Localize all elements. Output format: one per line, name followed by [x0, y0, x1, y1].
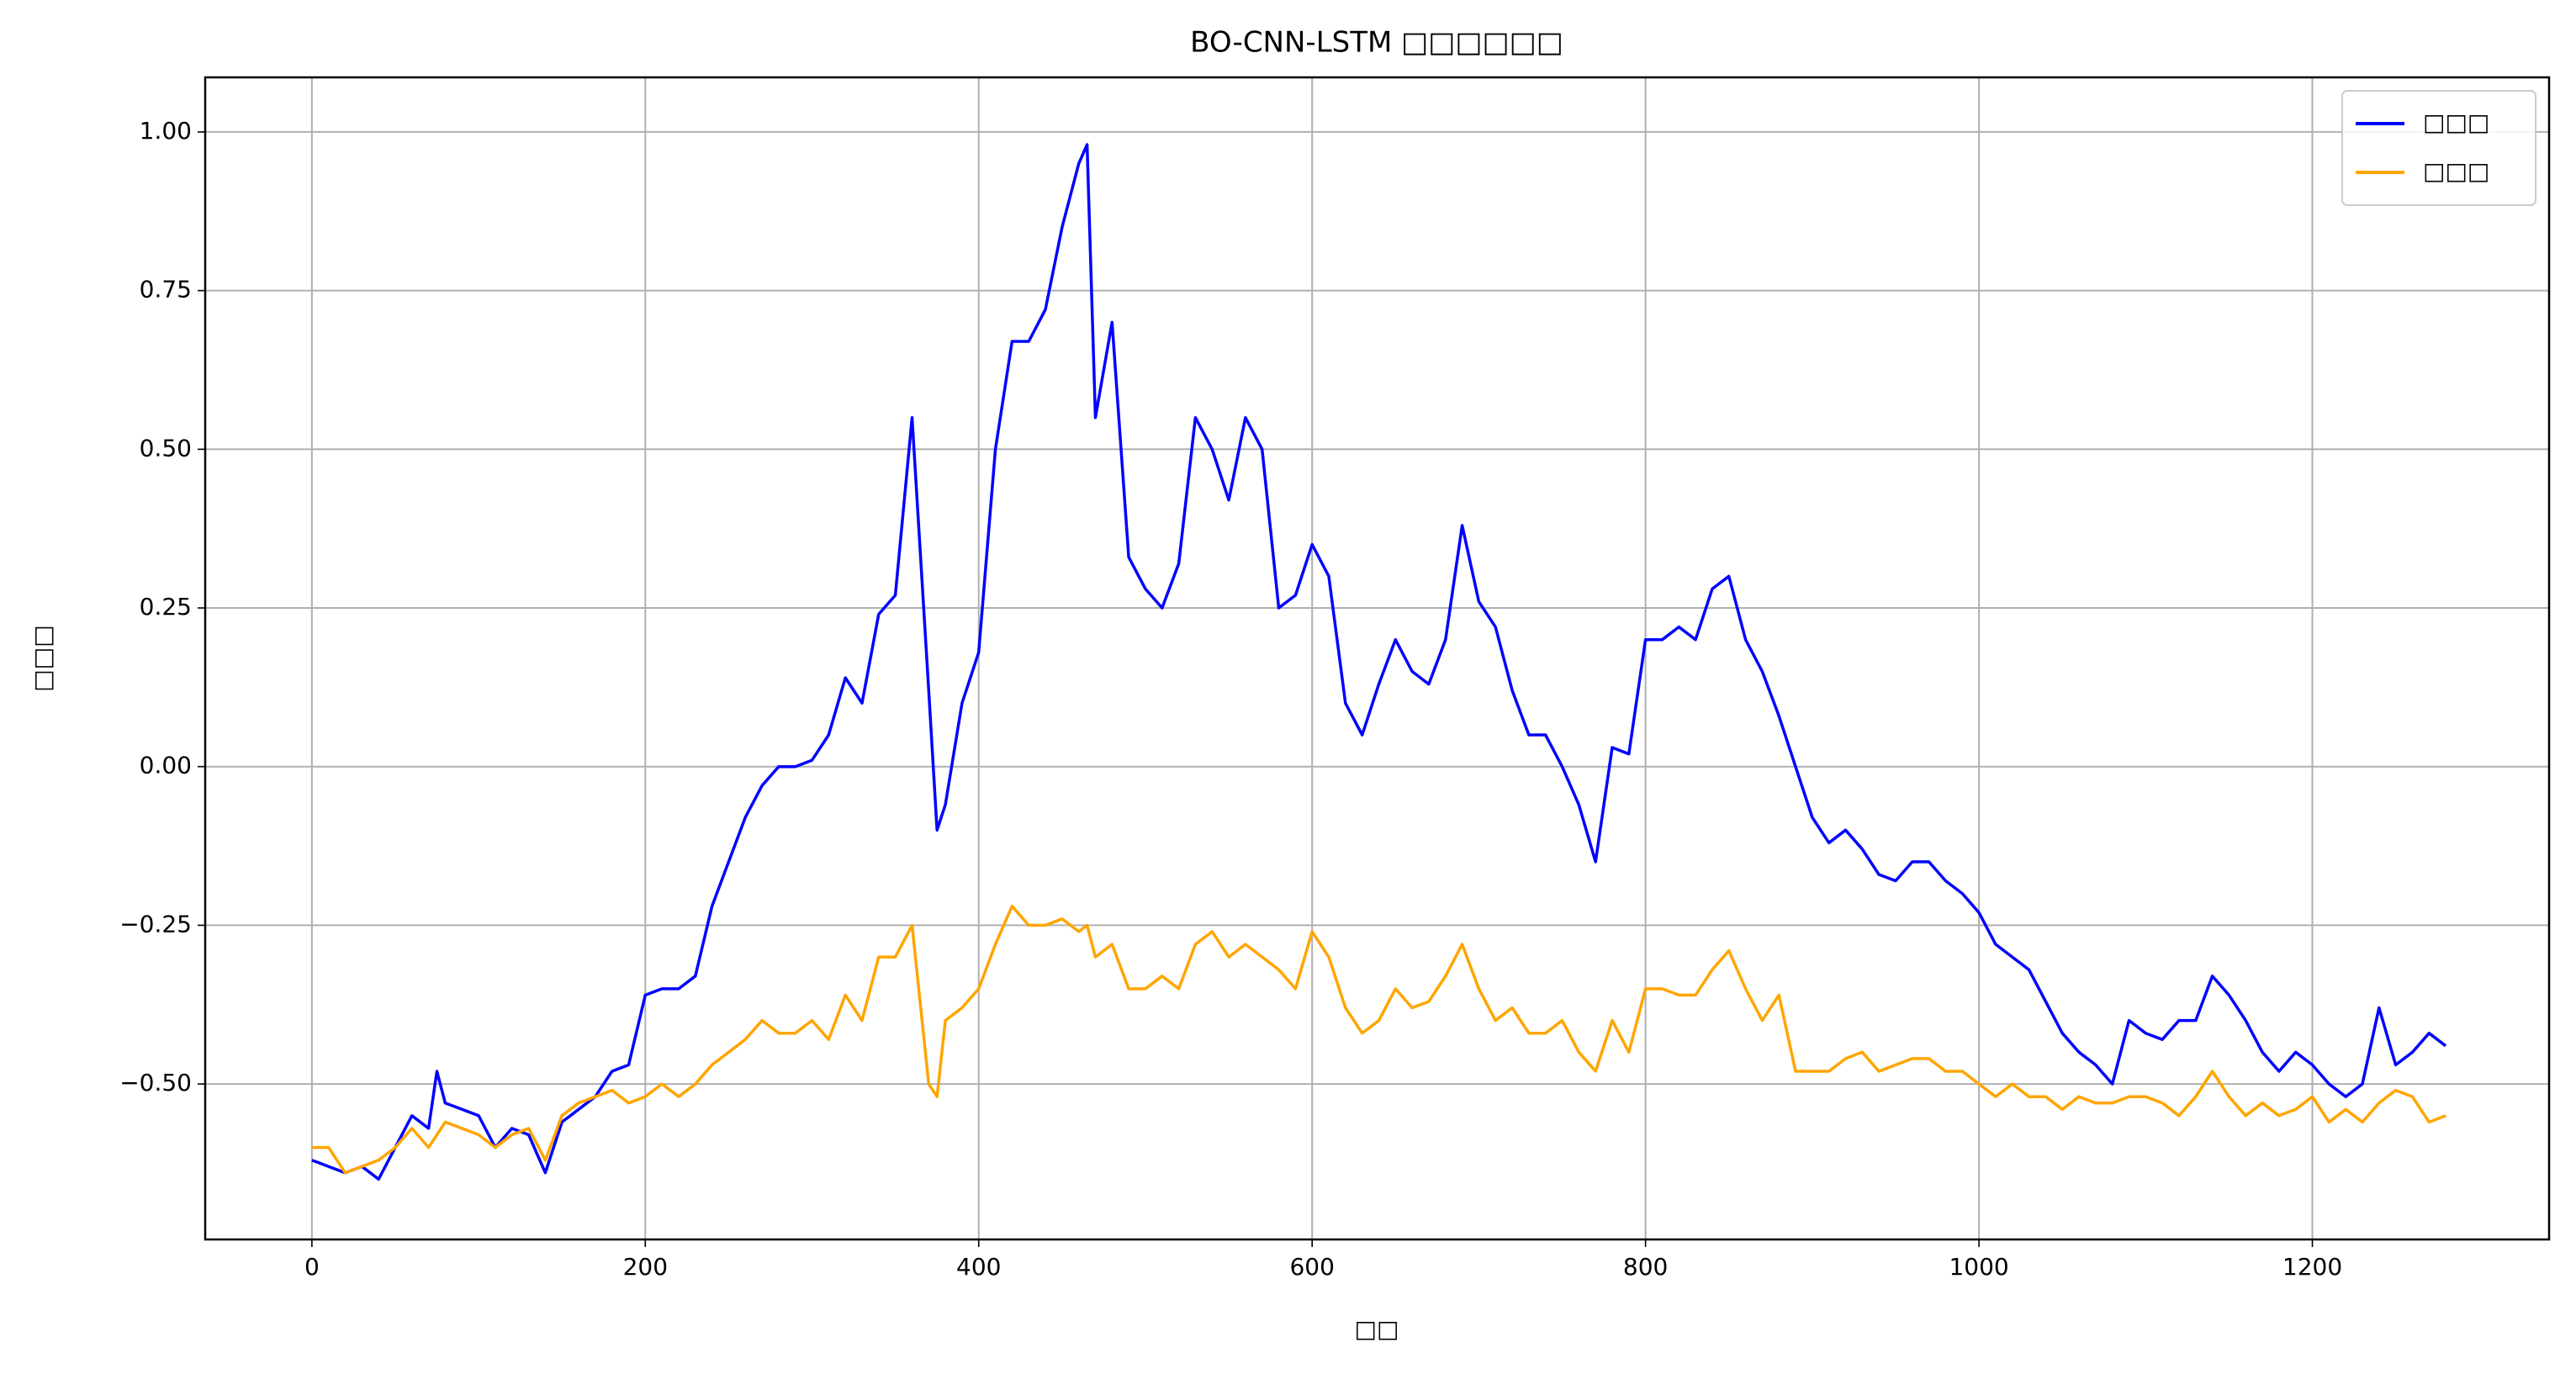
x-axis-label: □□	[1355, 1315, 1399, 1343]
chart-title: BO-CNN-LSTM □□□□□□	[1190, 26, 1563, 60]
legend-label: □□□	[2423, 108, 2489, 136]
x-tick-label: 800	[1623, 1253, 1668, 1281]
y-axis-label: □□□	[29, 625, 56, 691]
x-tick-label: 1200	[2282, 1253, 2342, 1281]
x-tick-label: 0	[304, 1253, 320, 1281]
y-tick-label: 0.75	[140, 276, 192, 304]
plot-frame	[204, 76, 2551, 1241]
y-tick-label: 0.50	[140, 434, 192, 462]
series-line	[311, 904, 2446, 1175]
y-tick-label: −0.25	[119, 910, 192, 938]
legend-box	[2341, 90, 2536, 206]
series-line	[311, 143, 2447, 1181]
y-tick-label: 0.25	[140, 593, 192, 621]
y-tick-label: −0.50	[119, 1069, 192, 1097]
y-tick-label: 0.00	[140, 752, 192, 779]
x-tick-label: 600	[1289, 1253, 1334, 1281]
legend: □□□ □□□	[2341, 90, 2536, 206]
y-tick-label: 1.00	[140, 117, 192, 145]
x-tick-label: 400	[956, 1253, 1001, 1281]
x-tick-label: 200	[623, 1253, 668, 1281]
x-tick-label: 1000	[1949, 1253, 2008, 1281]
legend-label: □□□	[2423, 157, 2489, 185]
